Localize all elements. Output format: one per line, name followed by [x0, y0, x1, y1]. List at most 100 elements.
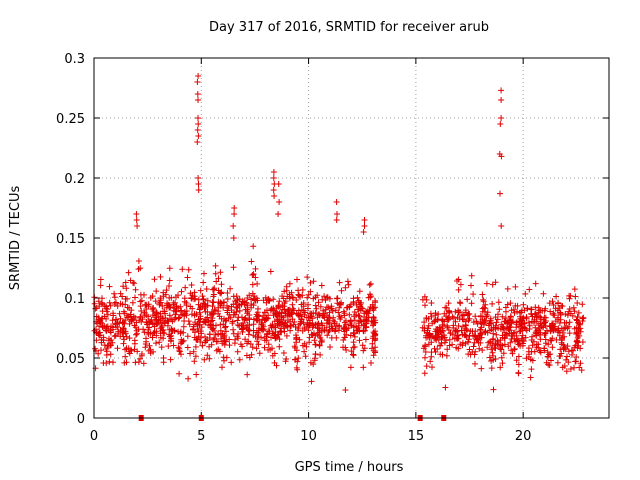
- data-point: [187, 350, 193, 357]
- data-point: [367, 280, 374, 287]
- data-point: [423, 363, 430, 370]
- data-point: [511, 345, 518, 352]
- data-point: [270, 296, 277, 303]
- data-point: [316, 332, 323, 339]
- data-point: [532, 310, 539, 317]
- data-point: [283, 332, 290, 339]
- data-point: [523, 327, 530, 334]
- data-point: [549, 335, 556, 342]
- data-point: [295, 325, 302, 332]
- data-point: [504, 301, 511, 308]
- data-point: [315, 311, 322, 317]
- data-point: [222, 323, 229, 330]
- data-point: [422, 349, 429, 355]
- data-point: [199, 342, 206, 349]
- data-point: [229, 320, 236, 327]
- data-point: [462, 322, 469, 328]
- data-point: [470, 319, 477, 326]
- data-point: [120, 325, 127, 332]
- data-point: [439, 351, 446, 358]
- data-point: [254, 309, 261, 316]
- data-point: [110, 326, 117, 333]
- data-point: [281, 328, 288, 335]
- data-point: [464, 296, 471, 303]
- data-point: [131, 280, 138, 287]
- data-point: [312, 302, 319, 309]
- data-point: [163, 287, 170, 294]
- data-point: [441, 310, 448, 317]
- data-point: [549, 298, 556, 305]
- data-point: [215, 275, 222, 282]
- data-point: [178, 351, 184, 358]
- data-point: [495, 299, 502, 306]
- data-point: [470, 291, 477, 298]
- data-point: [289, 301, 296, 308]
- data-point: [337, 301, 344, 308]
- data-point: [545, 351, 552, 358]
- data-point: [193, 371, 200, 378]
- data-point: [212, 262, 219, 269]
- data-point: [97, 282, 104, 289]
- data-point: [185, 318, 192, 325]
- data-point: [498, 354, 505, 361]
- data-point: [122, 328, 129, 335]
- data-point: [192, 353, 199, 360]
- data-point: [318, 337, 325, 344]
- data-point: [546, 362, 553, 369]
- data-point: [137, 355, 144, 362]
- data-point: [132, 294, 138, 301]
- data-point: [545, 341, 552, 348]
- data-point: [120, 340, 127, 347]
- data-point: [140, 326, 147, 333]
- data-point: [360, 229, 367, 235]
- data-point: [166, 283, 172, 289]
- data-point: [243, 299, 250, 306]
- data-point: [288, 310, 295, 317]
- data-point: [547, 308, 554, 315]
- data-point: [348, 348, 355, 355]
- data-point: [488, 365, 495, 372]
- data-point: [310, 278, 317, 285]
- data-point: [472, 360, 478, 367]
- data-point: [495, 325, 502, 332]
- data-point: [532, 280, 539, 287]
- data-point: [369, 340, 376, 347]
- data-point: [500, 324, 507, 331]
- data-point: [239, 343, 246, 350]
- data-point: [151, 276, 158, 283]
- data-point: [204, 314, 211, 321]
- data-point: [190, 348, 197, 355]
- data-point: [493, 319, 500, 326]
- data-point: [298, 316, 305, 323]
- data-point: [514, 302, 521, 309]
- data-point: [564, 353, 570, 360]
- data-point: [573, 329, 580, 336]
- data-point: [484, 309, 491, 316]
- data-point: [213, 347, 220, 354]
- data-point: [127, 311, 134, 318]
- data-point: [350, 351, 356, 358]
- data-point: [288, 289, 295, 296]
- data-point: [484, 312, 491, 318]
- data-point: [344, 278, 351, 285]
- data-point: [107, 302, 114, 309]
- data-point: [129, 316, 136, 323]
- data-point: [577, 345, 584, 352]
- data-point: [219, 364, 225, 371]
- data-point: [176, 348, 183, 355]
- data-point: [166, 277, 173, 284]
- data-point: [217, 269, 224, 276]
- data-point: [208, 341, 215, 348]
- data-point: [308, 378, 315, 385]
- data-point: [577, 360, 584, 367]
- data-point: [195, 181, 202, 187]
- data-point: [180, 329, 187, 336]
- data-point: [106, 283, 113, 290]
- y-tick-label: 0.15: [56, 232, 85, 247]
- data-point: [316, 342, 323, 349]
- data-point: [516, 328, 523, 335]
- data-point: [557, 309, 564, 316]
- data-point: [99, 295, 105, 302]
- data-point: [434, 334, 441, 341]
- data-point: [254, 280, 261, 287]
